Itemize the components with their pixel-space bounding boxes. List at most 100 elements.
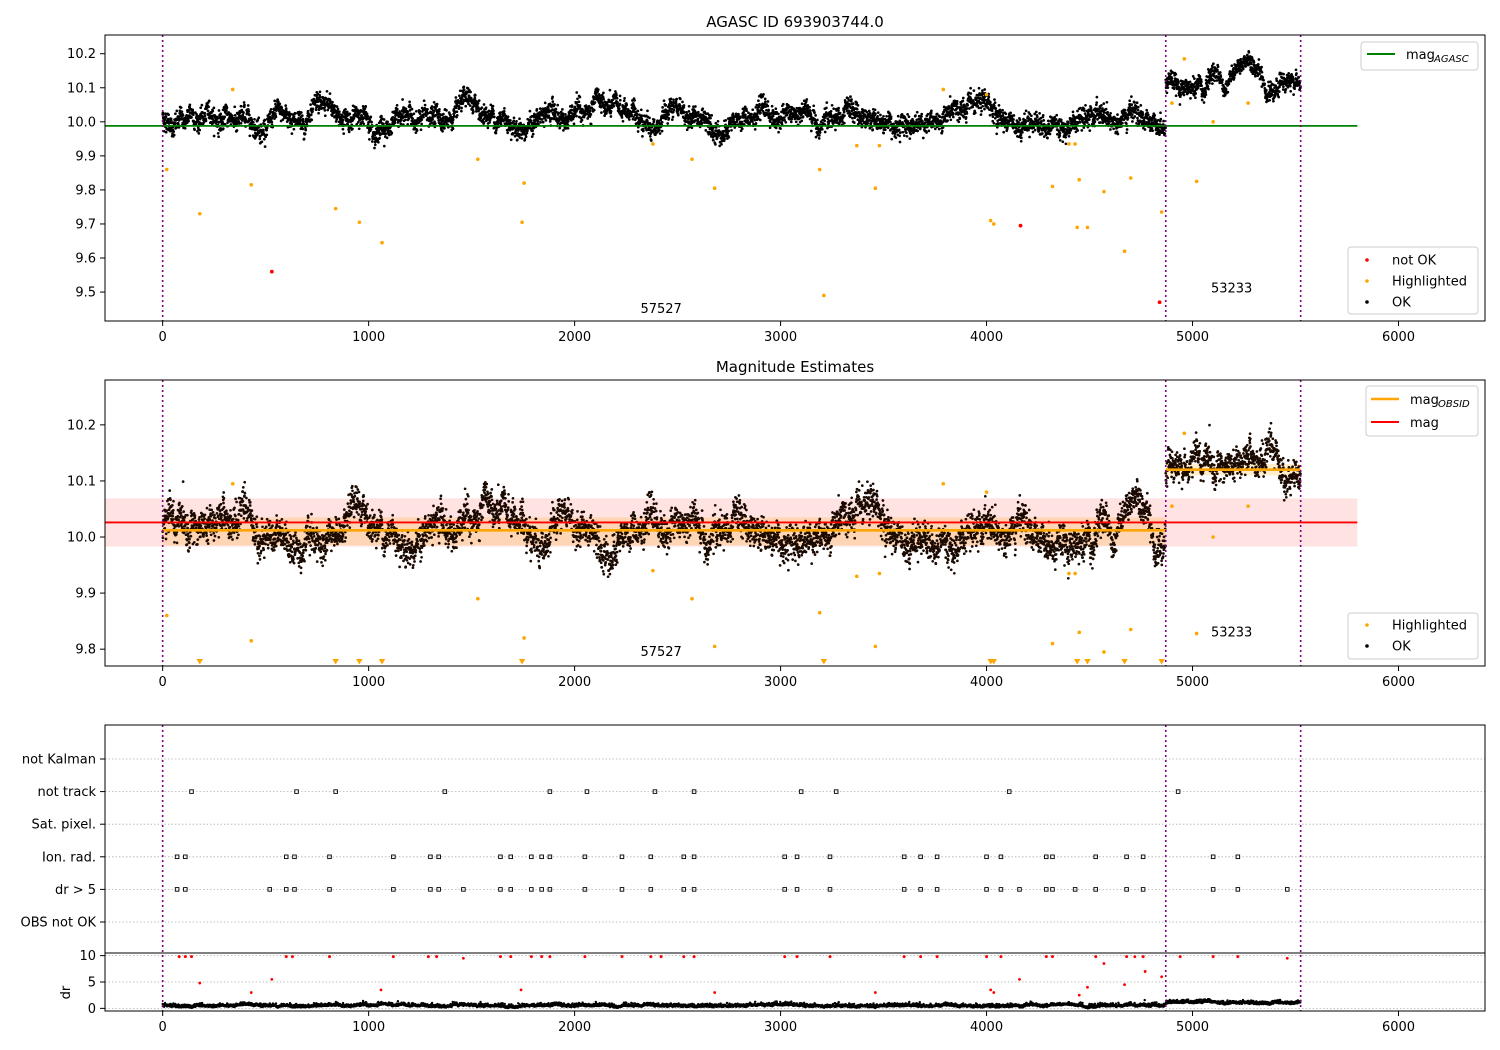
ok-point — [404, 118, 407, 122]
ok-point — [290, 132, 294, 135]
ok-point — [1071, 110, 1075, 114]
ok-point — [1021, 131, 1024, 134]
ok-point — [1130, 113, 1134, 116]
ok-point — [596, 88, 600, 91]
ok-point — [1020, 136, 1023, 140]
ok-point — [430, 105, 434, 108]
ok-point — [809, 129, 813, 133]
ok-point — [255, 128, 259, 132]
ok-point — [744, 113, 747, 117]
ok-point — [317, 111, 320, 115]
ok-point — [838, 111, 842, 115]
ok-point — [1125, 128, 1129, 131]
ok-point — [207, 105, 210, 109]
ok-point — [199, 106, 203, 110]
ok-point — [667, 113, 671, 116]
ok-point — [373, 143, 377, 147]
ok-point — [365, 112, 369, 116]
ok-point — [992, 104, 996, 108]
ok-point — [1101, 107, 1104, 110]
ok-point — [1093, 120, 1097, 124]
ok-point — [987, 95, 991, 99]
ok-point — [764, 100, 767, 104]
ok-point — [642, 129, 645, 133]
ok-point — [539, 121, 542, 124]
ok-point — [966, 104, 969, 107]
ok-point — [472, 110, 475, 114]
ok-point — [366, 114, 370, 118]
ok-point — [1064, 135, 1068, 139]
ok-point — [161, 111, 165, 115]
ok-point — [284, 104, 288, 107]
ok-point — [678, 104, 682, 108]
ok-point — [443, 126, 446, 130]
ok-point — [957, 120, 961, 124]
ok-point — [874, 112, 877, 116]
ok-point — [981, 104, 985, 108]
ok-point — [192, 111, 195, 115]
ok-point — [164, 112, 167, 116]
ok-point — [233, 105, 237, 109]
ok-point — [1012, 114, 1016, 117]
ok-point — [399, 122, 403, 126]
ok-point — [243, 103, 246, 107]
ok-point — [274, 115, 278, 119]
ok-point — [1040, 120, 1043, 123]
ok-point — [468, 104, 472, 107]
ok-point — [451, 118, 455, 122]
ok-point — [740, 127, 744, 131]
ok-point — [509, 119, 512, 122]
ok-point — [1116, 132, 1120, 136]
ok-point — [544, 119, 548, 122]
ok-point — [530, 135, 534, 138]
ok-point — [197, 132, 201, 135]
ok-point — [876, 115, 879, 118]
ok-point — [1064, 142, 1068, 146]
ok-point — [951, 107, 955, 111]
ok-point — [892, 122, 896, 126]
ok-point — [902, 134, 906, 137]
ok-point — [212, 106, 216, 110]
ok-point — [730, 128, 733, 132]
ok-point — [766, 104, 770, 108]
ok-point — [1058, 134, 1062, 138]
ok-point — [319, 95, 322, 99]
ok-point — [357, 127, 361, 131]
ok-point — [492, 115, 496, 119]
ok-point — [837, 106, 840, 110]
ok-point — [265, 133, 269, 137]
ok-point — [640, 114, 644, 117]
ok-point — [1002, 130, 1006, 134]
ok-point — [1126, 116, 1130, 120]
ok-point — [876, 111, 880, 114]
ok-point — [920, 112, 924, 116]
ok-point — [233, 114, 237, 117]
ok-point — [432, 109, 436, 113]
ok-point — [818, 131, 822, 134]
ok-point — [263, 145, 267, 148]
ok-point — [871, 128, 875, 131]
ok-point — [335, 105, 339, 108]
ok-point — [915, 110, 919, 114]
ok-point — [885, 114, 888, 118]
ok-point — [1024, 109, 1028, 113]
ok-point — [451, 120, 454, 124]
ok-point — [1058, 138, 1062, 142]
ok-point — [867, 109, 871, 113]
ok-point — [278, 102, 282, 106]
ok-point — [538, 107, 542, 110]
ok-point — [1041, 132, 1044, 135]
ok-point — [977, 86, 981, 90]
ok-point — [709, 116, 712, 120]
ok-point — [1085, 121, 1089, 124]
ok-point — [662, 99, 666, 103]
ok-point — [1019, 133, 1023, 137]
ok-point — [980, 109, 983, 113]
ok-point — [907, 115, 911, 119]
ok-point — [696, 117, 700, 121]
ok-point — [618, 98, 622, 102]
ok-point — [1009, 111, 1012, 115]
ok-point — [180, 110, 184, 114]
ok-point — [183, 126, 187, 130]
